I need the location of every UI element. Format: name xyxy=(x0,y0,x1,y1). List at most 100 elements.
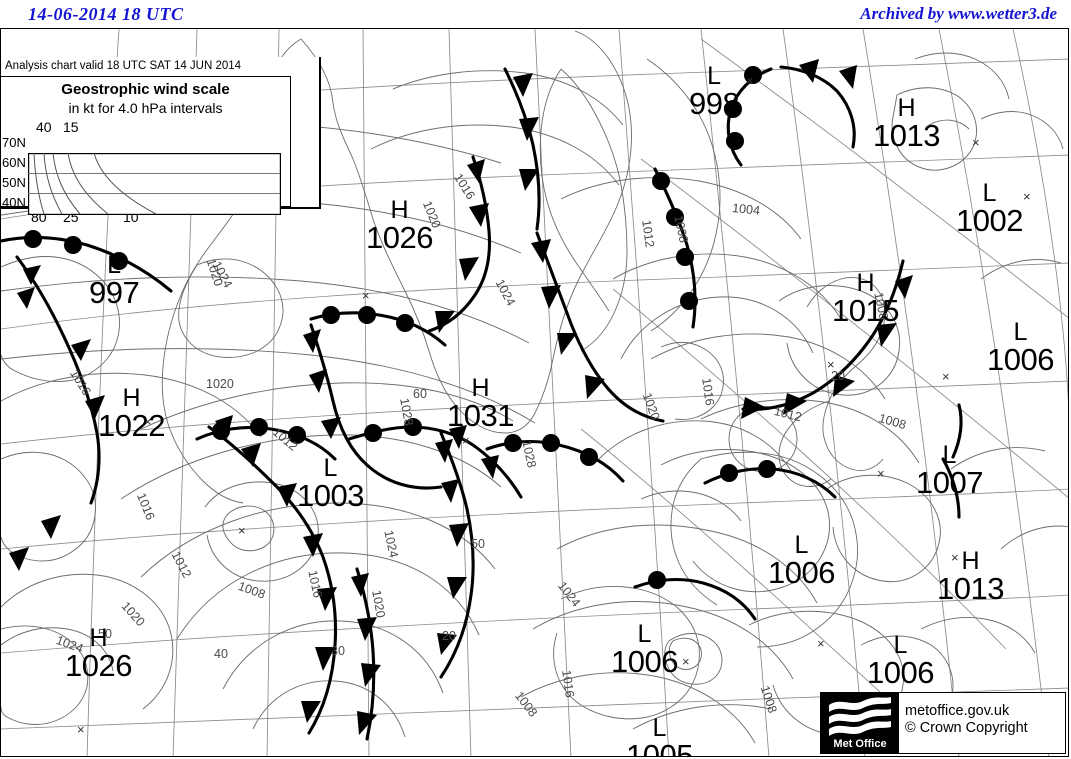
isobar-label-1004-22: 1004 xyxy=(731,201,761,218)
centre-marker-icon-3: × xyxy=(1023,189,1031,204)
pressure-centre-type: H xyxy=(961,547,980,575)
pressure-centre-high-1022: H 1022 xyxy=(98,384,165,443)
pressure-centre-high-1031: H 1031 xyxy=(447,374,514,433)
wind-value-40: 40 xyxy=(36,119,52,135)
pressure-centre-value: 1013 xyxy=(873,118,940,153)
centre-marker-icon-0: × xyxy=(144,414,152,429)
graticule-label-50-3: 50 xyxy=(98,627,112,641)
centre-marker-icon-8: × xyxy=(77,722,85,737)
pressure-centre-value: 1013 xyxy=(937,571,1004,606)
pressure-centre-type: H xyxy=(89,624,108,652)
chart-frame: .coast{fill:none;stroke:#6b6b6b;stroke-w… xyxy=(0,28,1069,757)
centre-marker-icon-5: × xyxy=(827,357,835,372)
lat-label-60n: 60N xyxy=(2,155,26,170)
centre-marker-icon-13: × xyxy=(817,636,825,651)
wind-scale-subtitle: in kt for 4.0 hPa intervals xyxy=(68,100,223,116)
coastlines xyxy=(1,30,1064,725)
lat-label-40n: 40N xyxy=(2,195,26,210)
pressure-centre-high-1013-south: H 1013 xyxy=(937,547,1004,606)
wind-scale-nomogram xyxy=(28,153,281,215)
met-office-badge: Met Office metoffice.gov.uk © Crown Copy… xyxy=(820,692,1066,754)
lat-label-50n: 50N xyxy=(2,175,26,190)
pressure-centre-type: L xyxy=(982,179,997,207)
graticule-label-40-0: 40 xyxy=(214,647,228,661)
graticule-label-20-6: 20 xyxy=(831,369,845,383)
wind-scale-inner: Geostrophic wind scale in kt for 4.0 hPa… xyxy=(1,76,291,225)
pressure-centre-type: H xyxy=(390,196,409,224)
pressure-centre-value: 1026 xyxy=(65,648,132,683)
centre-marker-icon-12: × xyxy=(951,550,959,565)
centre-marker-icon-9: × xyxy=(462,433,470,448)
pressure-centre-type: L xyxy=(1013,318,1028,346)
pressure-centre-value: 1031 xyxy=(447,398,514,433)
crown-copyright: © Crown Copyright xyxy=(905,720,1028,736)
pressure-centre-high-1015: H 1015 xyxy=(832,269,899,328)
analysis-caption: Analysis chart valid 18 UTC SAT 14 JUN 2… xyxy=(5,60,242,72)
pressure-centre-value: 997 xyxy=(89,275,140,310)
pressure-centre-high-1013-north: H 1013 xyxy=(873,94,940,153)
frontal-systems xyxy=(1,59,963,741)
pressure-centre-high-1026-north: H 1026 xyxy=(366,196,433,255)
pressure-centre-value: 1022 xyxy=(98,408,165,443)
graticule-label-30-1: 30 xyxy=(331,644,345,658)
centre-marker-icon-7: × xyxy=(238,523,246,538)
pressure-centre-type: L xyxy=(323,454,338,482)
pressure-centre-type: L xyxy=(893,631,908,659)
pressure-centre-high-1026-south: H 1026 xyxy=(65,624,132,683)
graticule-label-60-5: 60 xyxy=(413,387,427,401)
met-office-credit: metoffice.gov.uk © Crown Copyright xyxy=(899,693,1065,753)
pressure-centre-value: 1006 xyxy=(867,655,934,690)
met-office-logo-icon: Met Office xyxy=(821,693,899,753)
chart-header: 14-06-2014 18 UTC Archived by www.wetter… xyxy=(0,0,1071,28)
pressure-centre-type: H xyxy=(122,384,141,412)
pressure-centre-value: 1015 xyxy=(832,293,899,328)
pressure-centre-value: 1007 xyxy=(916,465,983,500)
pressure-centre-low-997: L 997 xyxy=(89,251,140,310)
pressure-centre-type: L xyxy=(107,251,122,279)
pressure-centre-value: 998 xyxy=(689,86,740,121)
pressure-centre-low-998: L 998 xyxy=(689,62,740,121)
centre-marker-icon-10: × xyxy=(682,654,690,669)
pressure-centre-type: L xyxy=(794,531,809,559)
met-office-url: metoffice.gov.uk xyxy=(905,703,1010,719)
graticule-label-50-4: 50 xyxy=(471,537,485,551)
pressure-centre-value: 1026 xyxy=(366,220,433,255)
pressure-centre-low-1005: L 1005 xyxy=(626,714,693,757)
pressure-centre-value: 1006 xyxy=(611,644,678,679)
wave-logo-icon xyxy=(829,697,891,736)
centre-marker-icon-6: × xyxy=(942,369,950,384)
wind-scale-title: Geostrophic wind scale xyxy=(61,81,230,98)
met-office-logo-text: Met Office xyxy=(833,738,887,750)
pressure-centre-value: 1003 xyxy=(297,478,364,513)
centre-marker-icon-1: × xyxy=(362,288,370,303)
pressure-centre-low-1006-south: L 1006 xyxy=(611,620,678,679)
pressure-centre-type: H xyxy=(897,94,916,122)
wind-value-15: 15 xyxy=(63,119,79,135)
isobar-label-1020-3: 1020 xyxy=(206,377,234,391)
lat-label-70n: 70N xyxy=(2,135,26,150)
pressure-centre-low-1006-southeast: L 1006 xyxy=(867,631,934,690)
centre-marker-icon-4: × xyxy=(746,73,754,88)
pressure-centre-type: L xyxy=(652,714,667,742)
pressure-centre-low-1002: L 1002 xyxy=(956,179,1023,238)
centre-marker-icon-11: × xyxy=(877,466,885,481)
graticule-label-20-2: 20 xyxy=(442,629,456,643)
synoptic-map: .coast{fill:none;stroke:#6b6b6b;stroke-w… xyxy=(1,29,1068,756)
pressure-centre-type: L xyxy=(707,62,722,90)
centre-marker-icon-2: × xyxy=(972,135,980,150)
chart-datetime: 14-06-2014 18 UTC xyxy=(28,4,184,24)
pressure-centre-value: 1005 xyxy=(626,738,693,757)
pressure-centre-low-1006-east: L 1006 xyxy=(987,318,1054,377)
archive-credit: Archived by www.wetter3.de xyxy=(860,4,1057,23)
pressure-centre-value: 1006 xyxy=(768,555,835,590)
pressure-centre-value: 1006 xyxy=(987,342,1054,377)
wind-scale-legend: Analysis chart valid 18 UTC SAT 14 JUN 2… xyxy=(1,57,321,225)
pressure-centre-low-1003: L 1003 xyxy=(297,454,364,513)
pressure-centre-type: H xyxy=(471,374,490,402)
pressure-centre-type: L xyxy=(637,620,652,648)
pressure-centre-low-1006-central: L 1006 xyxy=(768,531,835,590)
pressure-centre-type: H xyxy=(856,269,875,297)
pressure-centre-type: L xyxy=(942,441,957,469)
pressure-centre-value: 1002 xyxy=(956,203,1023,238)
